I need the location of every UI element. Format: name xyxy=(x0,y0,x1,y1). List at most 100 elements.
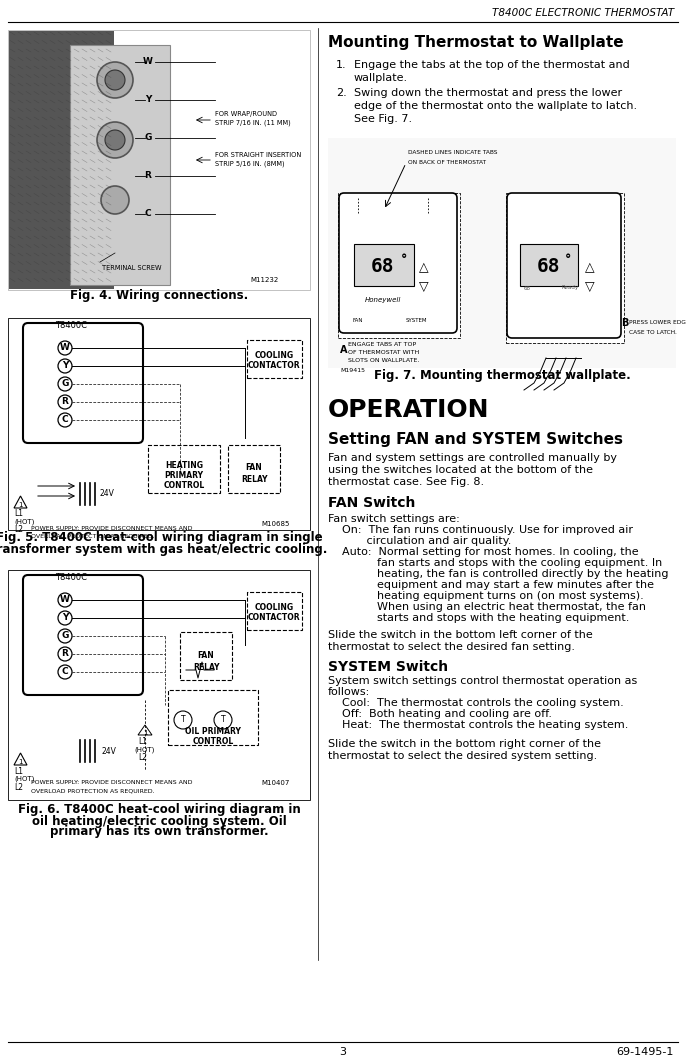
Bar xyxy=(247,340,302,378)
Text: PRIMARY: PRIMARY xyxy=(165,472,204,480)
Text: FAN: FAN xyxy=(246,463,262,473)
Text: C: C xyxy=(62,415,69,425)
Text: POWER SUPPLY: PROVIDE DISCONNECT MEANS AND: POWER SUPPLY: PROVIDE DISCONNECT MEANS A… xyxy=(31,526,193,531)
Bar xyxy=(247,592,302,630)
Text: circulation and air quality.: circulation and air quality. xyxy=(328,536,511,546)
Text: Y: Y xyxy=(62,614,68,622)
Text: COOLING: COOLING xyxy=(255,603,294,613)
Text: RELAY: RELAY xyxy=(193,663,220,671)
Text: 69-1495-1: 69-1495-1 xyxy=(617,1047,674,1057)
Text: Auto:  Normal setting for most homes. In cooling, the: Auto: Normal setting for most homes. In … xyxy=(328,547,639,556)
Text: W: W xyxy=(143,57,153,67)
Circle shape xyxy=(101,186,129,215)
Text: Off:  Both heating and cooling are off.: Off: Both heating and cooling are off. xyxy=(328,709,552,719)
Text: OF THERMOSTAT WITH: OF THERMOSTAT WITH xyxy=(348,350,419,356)
Text: wallplate.: wallplate. xyxy=(354,73,408,83)
Text: Engage the tabs at the top of the thermostat and: Engage the tabs at the top of the thermo… xyxy=(354,59,630,70)
Text: CONTACTOR: CONTACTOR xyxy=(248,614,300,622)
FancyBboxPatch shape xyxy=(339,193,457,333)
Text: CONTACTOR: CONTACTOR xyxy=(248,361,300,371)
Text: primary has its own transformer.: primary has its own transformer. xyxy=(49,825,268,839)
Text: R: R xyxy=(62,650,69,658)
Text: 1: 1 xyxy=(19,759,23,765)
Text: OVERLOAD PROTECTION AS REQUIRED.: OVERLOAD PROTECTION AS REQUIRED. xyxy=(31,533,154,538)
Text: thermostat to select the desired fan setting.: thermostat to select the desired fan set… xyxy=(328,643,575,652)
Bar xyxy=(148,445,220,493)
Text: M10407: M10407 xyxy=(261,780,290,786)
Text: M11232: M11232 xyxy=(250,277,279,282)
Text: L1: L1 xyxy=(14,767,23,775)
Text: 1: 1 xyxy=(143,730,147,736)
Text: W: W xyxy=(60,343,70,353)
Text: Slide the switch in the bottom left corner of the: Slide the switch in the bottom left corn… xyxy=(328,630,593,640)
Bar xyxy=(70,45,170,285)
Text: CONTROL: CONTROL xyxy=(163,481,204,491)
Text: SLOTS ON WALLPLATE.: SLOTS ON WALLPLATE. xyxy=(348,359,419,363)
Text: FAN Switch: FAN Switch xyxy=(328,496,416,510)
Text: HEATING: HEATING xyxy=(165,462,203,470)
Text: thermostat case. See Fig. 8.: thermostat case. See Fig. 8. xyxy=(328,477,484,487)
Text: edge of the thermostat onto the wallplate to latch.: edge of the thermostat onto the wallplat… xyxy=(354,101,637,112)
Text: G: G xyxy=(144,134,152,142)
Text: OVERLOAD PROTECTION AS REQUIRED.: OVERLOAD PROTECTION AS REQUIRED. xyxy=(31,788,154,793)
Text: 68: 68 xyxy=(371,257,394,276)
Text: Fig. 4. Wiring connections.: Fig. 4. Wiring connections. xyxy=(70,290,248,303)
Bar xyxy=(8,318,310,530)
Bar xyxy=(9,31,114,289)
Text: POWER SUPPLY: PROVIDE DISCONNECT MEANS AND: POWER SUPPLY: PROVIDE DISCONNECT MEANS A… xyxy=(31,781,193,786)
Circle shape xyxy=(97,122,133,158)
Text: R: R xyxy=(145,171,152,181)
Bar xyxy=(354,244,414,286)
Text: C: C xyxy=(145,209,152,219)
Text: heating, the fan is controlled directly by the heating: heating, the fan is controlled directly … xyxy=(328,569,668,579)
Text: equipment and may start a few minutes after the: equipment and may start a few minutes af… xyxy=(328,580,654,590)
Text: °: ° xyxy=(565,254,571,267)
Text: See Fig. 7.: See Fig. 7. xyxy=(354,114,412,124)
FancyBboxPatch shape xyxy=(23,575,143,695)
Text: T: T xyxy=(180,716,185,724)
Bar xyxy=(328,138,676,369)
Text: starts and stops with the heating equipment.: starts and stops with the heating equipm… xyxy=(328,613,629,623)
Text: T8400C: T8400C xyxy=(55,573,87,582)
Text: 68: 68 xyxy=(524,286,531,291)
Text: T: T xyxy=(221,716,225,724)
Polygon shape xyxy=(14,496,27,508)
Text: T8400C ELECTRONIC THERMOSTAT: T8400C ELECTRONIC THERMOSTAT xyxy=(492,8,674,18)
FancyBboxPatch shape xyxy=(23,323,143,443)
Circle shape xyxy=(105,130,125,150)
Bar xyxy=(168,690,258,746)
Text: FAN: FAN xyxy=(198,651,214,660)
Text: Y: Y xyxy=(145,96,151,104)
Text: 2.: 2. xyxy=(336,88,346,98)
Text: FOR STRAIGHT INSERTION: FOR STRAIGHT INSERTION xyxy=(215,152,301,158)
Text: (HOT): (HOT) xyxy=(14,775,34,783)
Text: △: △ xyxy=(585,261,595,274)
Text: △: △ xyxy=(419,261,429,274)
Text: PRESS LOWER EDGE OF: PRESS LOWER EDGE OF xyxy=(629,321,686,325)
Text: R: R xyxy=(62,397,69,407)
Text: Fan and system settings are controlled manually by: Fan and system settings are controlled m… xyxy=(328,453,617,463)
Text: Swing down the thermostat and press the lower: Swing down the thermostat and press the … xyxy=(354,88,622,98)
Text: oil heating/electric cooling system. Oil: oil heating/electric cooling system. Oil xyxy=(32,815,286,827)
Text: M10685: M10685 xyxy=(261,521,290,527)
Text: Y: Y xyxy=(62,361,68,371)
Text: Heat:  The thermostat controls the heating system.: Heat: The thermostat controls the heatin… xyxy=(328,720,628,730)
Text: CONTROL: CONTROL xyxy=(192,737,234,747)
Text: FAN: FAN xyxy=(353,318,364,323)
Text: On:  The fan runs continuously. Use for improved air: On: The fan runs continuously. Use for i… xyxy=(328,525,633,535)
Text: Fig. 7. Mounting thermostat wallplate.: Fig. 7. Mounting thermostat wallplate. xyxy=(374,370,630,382)
Text: DASHED LINES INDICATE TABS: DASHED LINES INDICATE TABS xyxy=(408,151,497,155)
Text: fan starts and stops with the cooling equipment. In: fan starts and stops with the cooling eq… xyxy=(328,558,662,568)
Text: TERMINAL SCREW: TERMINAL SCREW xyxy=(102,266,161,271)
Text: System switch settings control thermostat operation as: System switch settings control thermosta… xyxy=(328,676,637,686)
Text: L2: L2 xyxy=(138,754,147,763)
Text: L1: L1 xyxy=(14,510,23,518)
Text: A: A xyxy=(340,345,348,355)
Text: follows:: follows: xyxy=(328,687,370,697)
Text: Mounting Thermostat to Wallplate: Mounting Thermostat to Wallplate xyxy=(328,35,624,50)
Text: (HOT): (HOT) xyxy=(134,747,154,753)
Text: Setting FAN and SYSTEM Switches: Setting FAN and SYSTEM Switches xyxy=(328,432,623,447)
Text: When using an electric heat thermostat, the fan: When using an electric heat thermostat, … xyxy=(328,602,646,612)
Text: L2: L2 xyxy=(14,526,23,534)
Text: STRIP 5/16 IN. (8MM): STRIP 5/16 IN. (8MM) xyxy=(215,160,285,167)
